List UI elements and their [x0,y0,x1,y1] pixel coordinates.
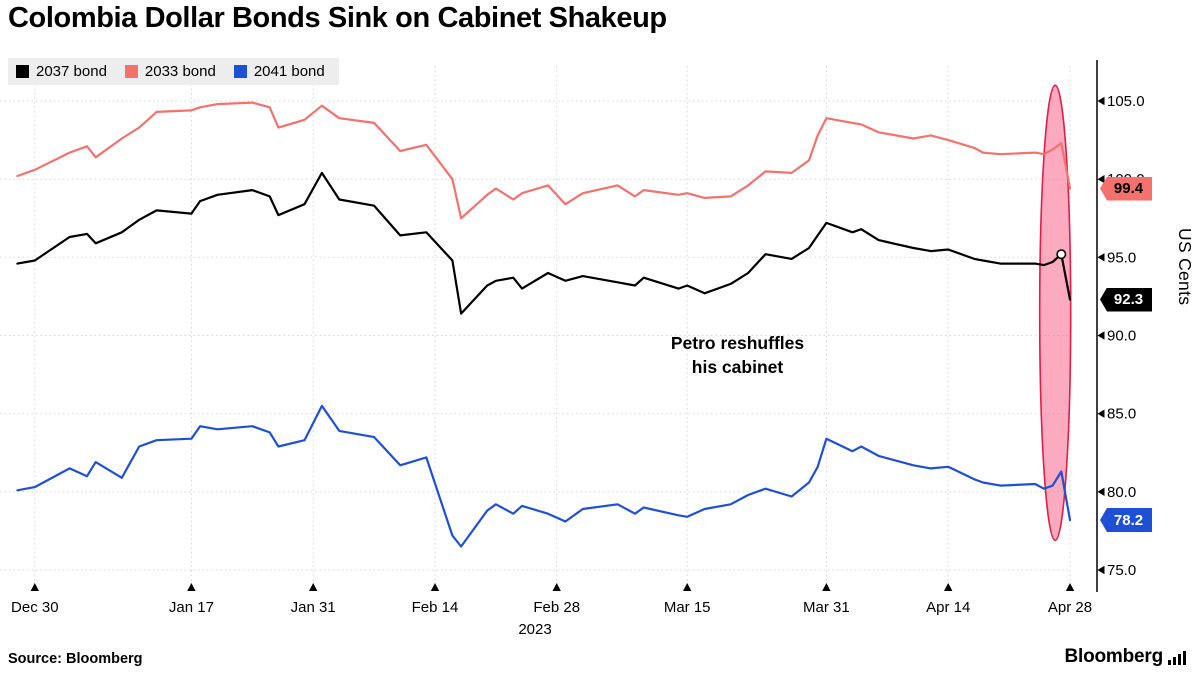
x-tick-label: Mar 31 [803,599,850,616]
line-2037-bond [16,171,1072,315]
y-tick-arrow-icon [1097,253,1105,262]
bloomberg-logo: Bloomberg [1065,646,1186,668]
x-tick-arrow-icon [1065,583,1075,591]
x-tick-arrow-icon [552,583,561,591]
event-annotation: Petro reshuffles his cabinet [645,331,830,379]
x-tick-label: Feb 14 [412,599,459,616]
x-tick-label: Jan 17 [169,599,214,616]
chart-legend: 2037 bond 2033 bond 2041 bond [8,58,339,85]
legend-swatch-icon [233,65,247,78]
y-tick-arrow-icon [1097,409,1105,418]
legend-swatch-icon [124,65,138,78]
x-tick-arrow-icon [309,583,318,591]
x-tick-label: Dec 30 [11,599,59,616]
legend-item-2033-bond: 2033 bond [124,63,216,80]
x-tick-arrow-icon [30,583,39,591]
y-tick-label: 85.0 [1107,406,1136,423]
annotation-line-1: Petro reshuffles [670,333,805,353]
x-tick-label: Mar 15 [664,599,711,616]
legend-item-2037-bond: 2037 bond [16,63,107,80]
x-axis-year-label: 2023 [518,621,552,638]
y-tick-label: 95.0 [1107,249,1136,266]
legend-label: 2041 bond [253,63,325,80]
event-marker-dot [1056,249,1067,260]
legend-label: 2033 bond [144,63,216,80]
last-value-tag-2033-bond: 99.4 [1100,176,1152,201]
line-2041-bond [16,404,1072,548]
y-tick-arrow-icon [1097,175,1105,184]
y-tick-label: 80.0 [1107,484,1136,501]
y-tick-label: 105.0 [1107,93,1145,110]
x-tick-label: Feb 28 [533,599,580,616]
bloomberg-wordmark: Bloomberg [1064,646,1164,667]
source-attribution: Source: Bloomberg [8,651,143,667]
x-tick-label: Jan 31 [291,599,336,616]
bloomberg-logo-icon [1168,651,1186,668]
chart-title: Colombia Dollar Bonds Sink on Cabinet Sh… [8,2,667,34]
legend-swatch-icon [16,65,29,78]
x-tick-arrow-icon [822,583,831,591]
x-tick-arrow-icon [187,583,196,591]
x-tick-arrow-icon [683,583,692,591]
y-axis-title: US Cents [1175,228,1195,306]
x-tick-arrow-icon [944,583,953,591]
annotation-line-2: his cabinet [691,357,784,378]
x-tick-arrow-icon [430,583,440,591]
y-tick-label: 75.0 [1107,562,1136,579]
legend-label: 2037 bond [36,63,107,80]
x-tick-label: Apr 28 [1048,599,1092,616]
legend-item-2041-bond: 2041 bond [233,63,325,80]
last-value-tag-2037-bond: 92.3 [1100,287,1152,312]
y-tick-label: 90.0 [1107,328,1136,345]
highlight-ellipse [1038,84,1072,542]
last-value-tag-2041-bond: 78.2 [1100,508,1152,532]
y-tick-arrow-icon [1097,96,1105,106]
x-tick-label: Apr 14 [926,599,970,616]
y-tick-arrow-icon [1097,331,1105,340]
y-tick-arrow-icon [1097,565,1105,575]
line-2033-bond [16,101,1072,220]
y-tick-arrow-icon [1097,487,1105,496]
